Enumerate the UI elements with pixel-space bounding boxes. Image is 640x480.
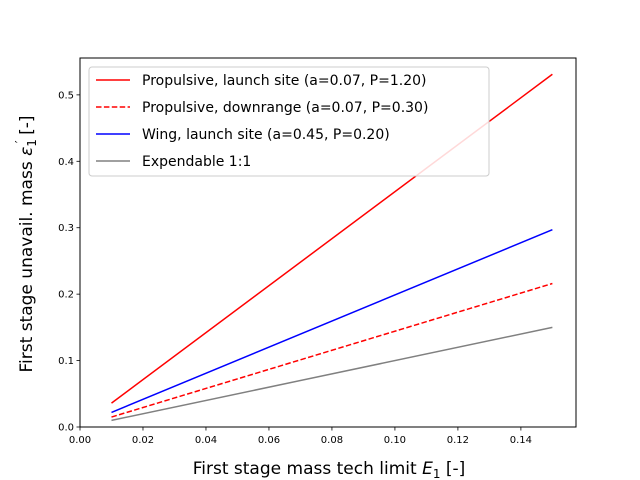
y-axis-label: First stage unavail. mass ε1′ [-] <box>13 116 39 373</box>
x-tick-label: 0.14 <box>510 435 532 446</box>
x-tick-label: 0.00 <box>69 435 91 446</box>
series-line-3 <box>111 229 553 414</box>
legend-label-4: Expendable 1:1 <box>142 154 251 170</box>
y-tick-label: 0.4 <box>58 157 74 168</box>
legend-label-2: Propulsive, downrange (a=0.07, P=0.30) <box>142 100 428 116</box>
x-tick-label: 0.02 <box>132 435 154 446</box>
x-axis-label: First stage mass tech limit E1 [-] <box>193 459 466 480</box>
y-tick-label: 0.0 <box>58 423 74 434</box>
plot-frame <box>79 57 577 428</box>
y-tick-label: 0.2 <box>58 290 74 301</box>
x-tick-label: 0.12 <box>447 435 469 446</box>
series-line-4 <box>111 326 553 422</box>
y-tick-label: 0.5 <box>58 90 74 101</box>
y-axis-ticks: 0.0 0.1 0.2 0.3 0.4 0.5 <box>58 90 80 434</box>
legend-label-1: Propulsive, launch site (a=0.07, P=1.20) <box>142 73 426 89</box>
legend-label-3: Wing, launch site (a=0.45, P=0.20) <box>142 127 390 143</box>
x-tick-label: 0.06 <box>258 435 280 446</box>
legend-box <box>88 66 490 177</box>
y-tick-label: 0.3 <box>58 223 74 234</box>
x-tick-label: 0.08 <box>321 435 343 446</box>
series-line-2 <box>111 282 553 418</box>
x-tick-label: 0.04 <box>195 435 217 446</box>
y-tick-label: 0.1 <box>58 356 74 367</box>
x-axis-ticks: 0.00 0.02 0.04 0.06 0.08 0.10 0.12 0.14 <box>69 427 532 446</box>
legend: Propulsive, launch site (a=0.07, P=1.20)… <box>88 66 490 177</box>
x-tick-label: 0.10 <box>384 435 406 446</box>
